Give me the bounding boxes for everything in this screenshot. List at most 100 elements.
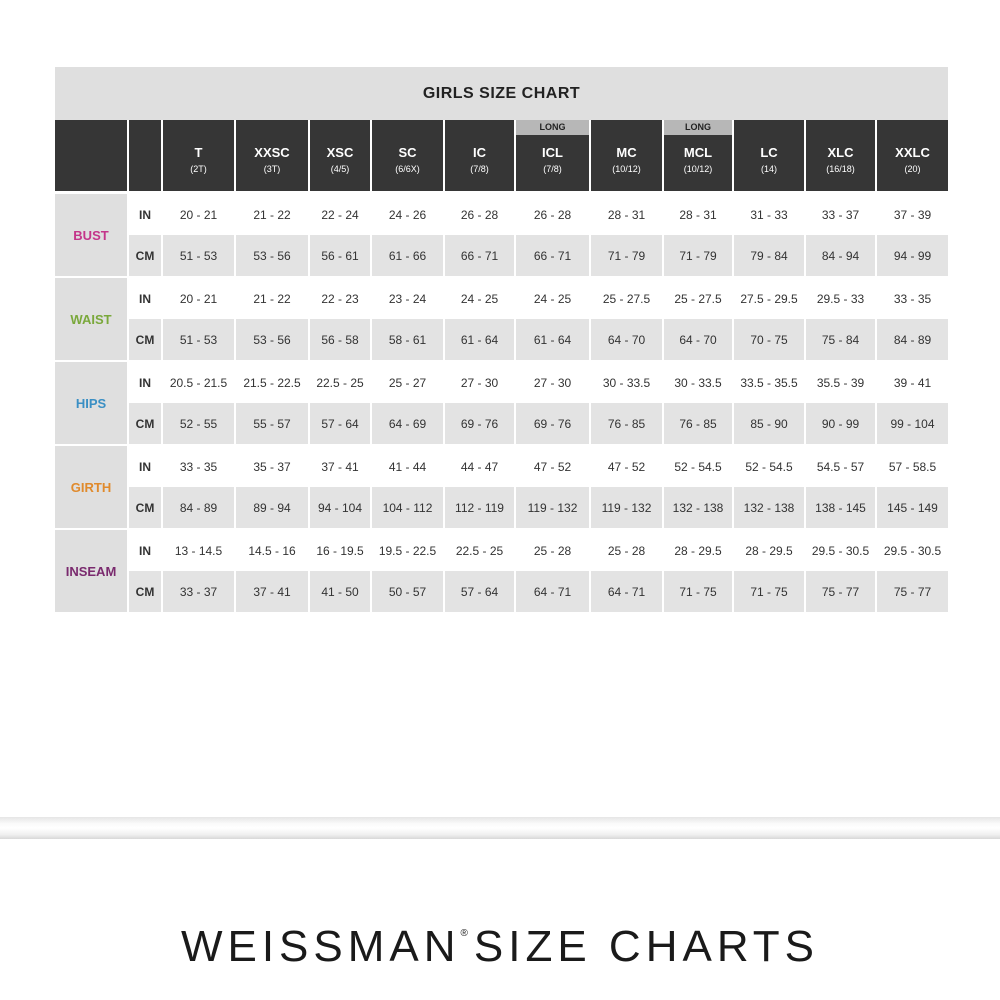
size-header-xxsc: XXSC (3T) <box>234 120 309 191</box>
table-cell: 69 - 76 <box>514 403 590 446</box>
table-cell: 22 - 23 <box>308 277 371 319</box>
table-cell: 66 - 71 <box>514 235 590 278</box>
size-header-ic: IC (7/8) <box>443 120 515 191</box>
unit-label: IN <box>127 277 162 319</box>
table-cell: 94 - 104 <box>308 487 371 530</box>
table-cell: 52 - 54.5 <box>662 445 733 487</box>
table-row: INSEAM IN 13 - 14.5 14.5 - 16 16 - 19.5 19.5 … <box>55 529 948 614</box>
size-code: MC <box>616 145 637 160</box>
table-cell: 64 - 70 <box>662 319 733 362</box>
table-cell: 61 - 66 <box>370 235 444 278</box>
table-cell: 22.5 - 25 <box>443 529 515 571</box>
table-cell: 104 - 112 <box>370 487 444 530</box>
registered-mark: ® <box>460 928 468 939</box>
size-equivalent: (7/8) <box>543 164 562 174</box>
table-cell: 29.5 - 30.5 <box>804 529 876 571</box>
size-header-xsc: XSC (4/5) <box>308 120 371 191</box>
unit-label: IN <box>127 445 162 487</box>
size-header-mcl: LONG MCL (10/12) <box>662 120 733 191</box>
table-cell: 13 - 14.5 <box>161 529 235 571</box>
table-cell: 19.5 - 22.5 <box>370 529 444 571</box>
size-equivalent: (10/12) <box>683 164 713 174</box>
table-cell: 25 - 27.5 <box>662 277 733 319</box>
unit-label: IN <box>127 529 162 571</box>
table-cell: 29.5 - 33 <box>804 277 876 319</box>
table-cell: 64 - 71 <box>589 571 663 614</box>
table-cell: 26 - 28 <box>443 194 515 235</box>
table-cell: 37 - 39 <box>875 194 948 235</box>
table-cell: 79 - 84 <box>732 235 805 278</box>
table-cell: 25 - 27.5 <box>589 277 663 319</box>
table-cell: 24 - 26 <box>370 194 444 235</box>
size-header-mc: MC (10/12) <box>589 120 663 191</box>
table-cell: 41 - 44 <box>370 445 444 487</box>
table-cell: 44 - 47 <box>443 445 515 487</box>
table-cell: 31 - 33 <box>732 194 805 235</box>
unit-label: CM <box>127 235 162 278</box>
table-cell: 29.5 - 30.5 <box>875 529 948 571</box>
header-blank-unit <box>127 120 162 191</box>
table-cell: 27 - 30 <box>514 361 590 403</box>
size-equivalent: (4/5) <box>330 164 350 174</box>
size-chart: GIRLS SIZE CHART T (2T) XXSC (3T) XSC (4/5) SC… <box>55 67 948 614</box>
table-cell: 35 - 37 <box>234 445 309 487</box>
table-cell: 84 - 89 <box>875 319 948 362</box>
table-cell: 61 - 64 <box>514 319 590 362</box>
size-equivalent: (7/8) <box>470 164 489 174</box>
table-row: HIPS IN 20.5 - 21.5 21.5 - 22.5 22.5 - 25 25 … <box>55 361 948 446</box>
table-cell: 57 - 58.5 <box>875 445 948 487</box>
table-cell: 47 - 52 <box>514 445 590 487</box>
size-header-lc: LC (14) <box>732 120 805 191</box>
size-equivalent: (16/18) <box>826 164 855 174</box>
table-cell: 57 - 64 <box>443 571 515 614</box>
unit-label: CM <box>127 487 162 530</box>
table-cell: 75 - 77 <box>804 571 876 614</box>
table-cell: 23 - 24 <box>370 277 444 319</box>
header-row: T (2T) XXSC (3T) XSC (4/5) SC (6/6X) IC (7/8) LONG… <box>55 120 948 191</box>
table-cell: 33 - 35 <box>875 277 948 319</box>
unit-label: IN <box>127 361 162 403</box>
size-header-sc: SC (6/6X) <box>370 120 444 191</box>
table-cell: 33.5 - 35.5 <box>732 361 805 403</box>
table-cell: 53 - 56 <box>234 235 309 278</box>
table-cell: 26 - 28 <box>514 194 590 235</box>
table-cell: 145 - 149 <box>875 487 948 530</box>
size-equivalent: (20) <box>904 164 921 174</box>
table-cell: 119 - 132 <box>589 487 663 530</box>
table-row: CM 51 - 53 53 - 56 56 - 61 61 - 66 66 - 71 66 … <box>55 235 948 278</box>
table-cell: 20 - 21 <box>161 194 235 235</box>
table-cell: 28 - 29.5 <box>732 529 805 571</box>
table-cell: 132 - 138 <box>732 487 805 530</box>
table-cell: 66 - 71 <box>443 235 515 278</box>
table-cell: 69 - 76 <box>443 403 515 446</box>
table-cell: 25 - 28 <box>589 529 663 571</box>
table-cell: 37 - 41 <box>308 445 371 487</box>
table-cell: 30 - 33.5 <box>589 361 663 403</box>
table-cell: 39 - 41 <box>875 361 948 403</box>
brand-footer: WEISSMAN® SIZE CHARTS <box>0 922 1000 972</box>
table-cell: 76 - 85 <box>589 403 663 446</box>
unit-label: IN <box>127 194 162 235</box>
table-cell: 76 - 85 <box>662 403 733 446</box>
table-cell: 138 - 145 <box>804 487 876 530</box>
table-cell: 58 - 61 <box>370 319 444 362</box>
long-badge: LONG <box>664 120 732 135</box>
table-cell: 112 - 119 <box>443 487 515 530</box>
table-cell: 35.5 - 39 <box>804 361 876 403</box>
size-header-icl: LONG ICL (7/8) <box>514 120 590 191</box>
long-badge: LONG <box>516 120 589 135</box>
table-cell: 24 - 25 <box>514 277 590 319</box>
table-row: GIRTH IN 33 - 35 35 - 37 37 - 41 41 - 44 44 - … <box>55 445 948 530</box>
table-cell: 51 - 53 <box>161 235 235 278</box>
size-equivalent: (3T) <box>263 164 281 174</box>
header-blank <box>55 120 128 191</box>
table-cell: 75 - 77 <box>875 571 948 614</box>
table-cell: 52 - 55 <box>161 403 235 446</box>
table-cell: 52 - 54.5 <box>732 445 805 487</box>
size-equivalent: (10/12) <box>612 164 641 174</box>
table-cell: 21.5 - 22.5 <box>234 361 309 403</box>
table-cell: 28 - 29.5 <box>662 529 733 571</box>
unit-label: CM <box>127 319 162 362</box>
table-cell: 51 - 53 <box>161 319 235 362</box>
table-cell: 64 - 71 <box>514 571 590 614</box>
